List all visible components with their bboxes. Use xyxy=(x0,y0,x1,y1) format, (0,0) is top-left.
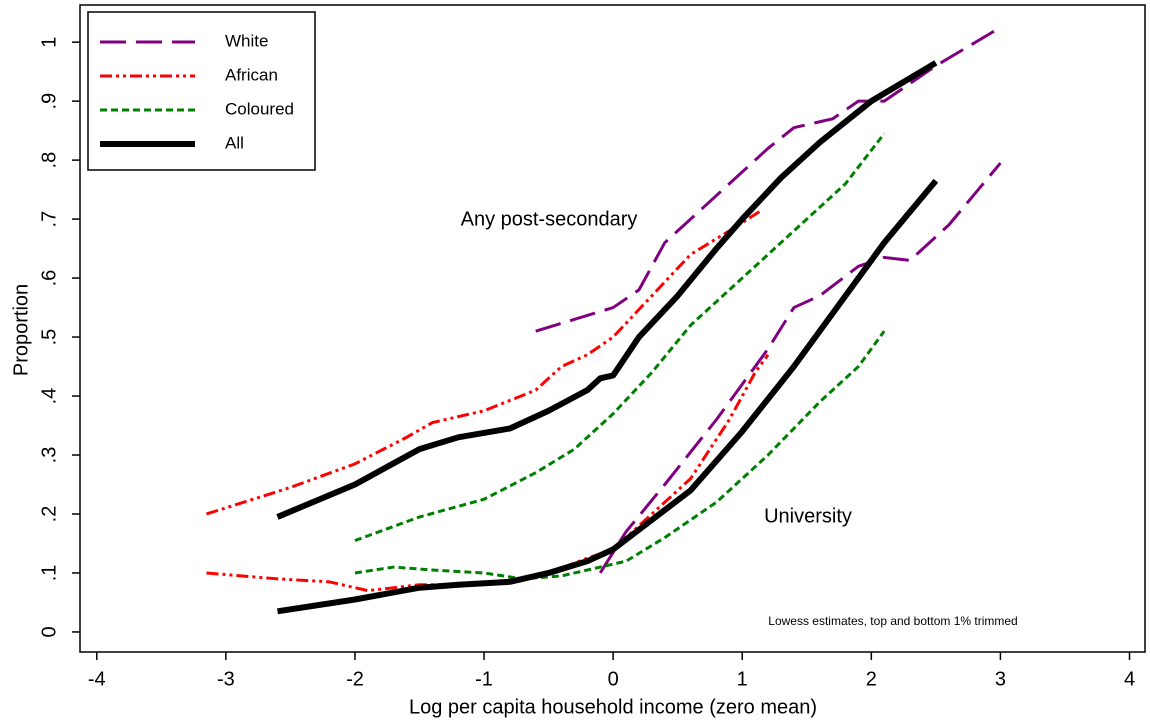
x-tick-label: 4 xyxy=(1124,668,1135,690)
x-axis-title: Log per capita household income (zero me… xyxy=(409,696,817,718)
x-tick-label: -1 xyxy=(475,668,493,690)
x-tick-label: 2 xyxy=(866,668,877,690)
series-line xyxy=(206,208,763,516)
series-line xyxy=(354,132,886,542)
y-axis-title: Proportion xyxy=(10,284,32,376)
legend-label: African xyxy=(225,65,278,84)
x-tick-label: -4 xyxy=(88,668,106,690)
annotation: University xyxy=(764,505,852,527)
series-line xyxy=(598,162,1002,574)
series-line xyxy=(535,26,1002,333)
legend-label: White xyxy=(225,31,268,50)
y-tick-label: .5 xyxy=(38,329,60,346)
x-tick-label: 1 xyxy=(737,668,748,690)
series-line xyxy=(276,60,938,520)
y-tick-label: .9 xyxy=(38,93,60,110)
y-tick-label: 1 xyxy=(38,37,60,48)
y-tick-label: .2 xyxy=(38,506,60,523)
x-tick-label: 3 xyxy=(995,668,1006,690)
y-tick-label: .1 xyxy=(38,565,60,582)
legend-label: All xyxy=(225,133,244,152)
y-tick-label: .6 xyxy=(38,270,60,287)
y-tick-label: .4 xyxy=(38,388,60,405)
x-tick-label: -2 xyxy=(346,668,364,690)
series-line xyxy=(277,178,939,615)
y-tick-label: .3 xyxy=(38,447,60,464)
note: Lowess estimates, top and bottom 1% trim… xyxy=(768,614,1017,628)
x-tick-label: 0 xyxy=(608,668,619,690)
y-tick-label: 0 xyxy=(38,626,60,637)
legend-label: Coloured xyxy=(225,99,294,118)
annotation: Any post-secondary xyxy=(461,208,638,230)
y-tick-label: .7 xyxy=(38,211,60,228)
y-tick-label: .8 xyxy=(38,152,60,169)
x-tick-label: -3 xyxy=(217,668,235,690)
series-line xyxy=(206,353,770,593)
